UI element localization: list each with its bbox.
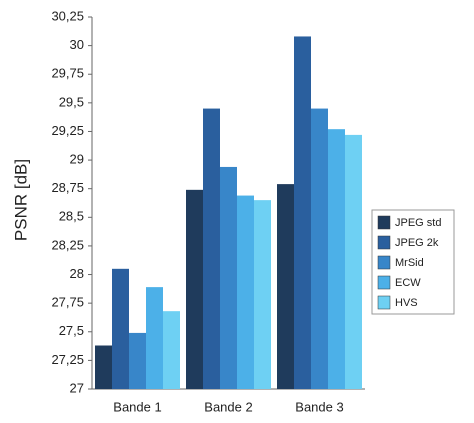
- legend-label: ECW: [395, 277, 421, 289]
- legend-label: HVS: [395, 297, 418, 309]
- legend-swatch: [377, 275, 391, 290]
- y-tick-label: 29,75: [51, 66, 84, 81]
- y-tick-label: 27,25: [51, 352, 84, 367]
- y-tick-label: 28: [70, 266, 84, 281]
- y-tick-label: 30: [70, 37, 84, 52]
- y-tick-label: 29,25: [51, 123, 84, 138]
- bar: [294, 36, 311, 389]
- legend-label: JPEG 2k: [395, 237, 439, 249]
- y-tick-label: 30,25: [51, 8, 84, 23]
- bar: [254, 200, 271, 389]
- bar: [95, 345, 112, 389]
- bar: [112, 268, 129, 389]
- y-tick-label: 28,5: [59, 209, 84, 224]
- bar: [203, 108, 220, 390]
- bar: [345, 134, 362, 389]
- bar: [328, 129, 345, 389]
- x-tick-label: Bande 3: [295, 399, 343, 414]
- bar: [220, 166, 237, 389]
- legend-label: JPEG std: [395, 217, 441, 229]
- legend-label: MrSid: [395, 257, 424, 269]
- y-tick-label: 28,75: [51, 180, 84, 195]
- x-tick-label: Bande 1: [113, 399, 161, 414]
- legend-swatch: [377, 255, 391, 270]
- bar: [146, 287, 163, 389]
- y-tick-label: 27: [70, 380, 84, 395]
- legend-swatch: [377, 235, 391, 250]
- y-tick-label: 29,5: [59, 94, 84, 109]
- y-tick-label: 27,75: [51, 295, 84, 310]
- y-tick-label: 27,5: [59, 323, 84, 338]
- y-axis-label: PSNR [dB]: [11, 159, 30, 241]
- bar: [163, 311, 180, 389]
- legend-swatch: [377, 215, 391, 230]
- y-tick-label: 28,25: [51, 237, 84, 252]
- bar: [237, 195, 254, 389]
- legend-swatch: [377, 295, 391, 310]
- x-tick-label: Bande 2: [204, 399, 252, 414]
- bar: [186, 189, 203, 389]
- bar: [277, 184, 294, 389]
- y-tick-label: 29: [70, 152, 84, 167]
- bar: [129, 332, 146, 389]
- bar: [311, 108, 328, 390]
